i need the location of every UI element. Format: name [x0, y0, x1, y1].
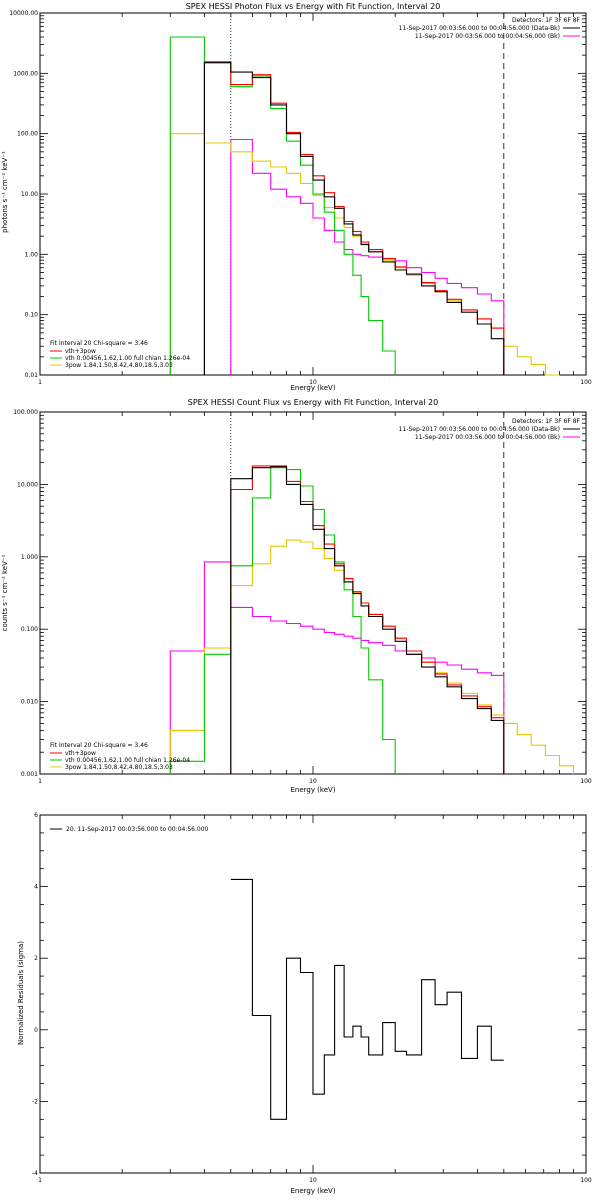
photon-ytick-label: 10000.00 — [9, 10, 38, 17]
residuals-xtick-label: 10 — [309, 1177, 317, 1184]
count-ytick-label: 1.000 — [21, 554, 38, 561]
photon-ytick-label: 0.10 — [25, 312, 39, 319]
count-legend-nonthermal-label: 3pow 1.84,1.50,8.42,4.80,18.5,3.03 — [65, 764, 173, 771]
photon-step-series — [169, 36, 396, 375]
count-legend-fit-header: Fit Interval 20 Chi-square = 3.46 — [50, 742, 148, 749]
residuals-ytick-label: 6 — [34, 812, 38, 819]
count-ytick-label: 0.100 — [21, 626, 38, 633]
photon-ytick-label: 0.01 — [25, 372, 39, 379]
photon-ytick-label: 1000.00 — [13, 70, 38, 77]
count-legend-model-label: vth+3pow — [65, 750, 96, 757]
residuals-panel-ylabel: Normalized Residuals (sigma) — [17, 941, 25, 1045]
photon-plot-area: 1 10 100 0.01 0.10 1.00 10.00 100.00 1000.00 1000… — [9, 10, 592, 386]
residuals-panel-xlabel: Energy (keV) — [290, 1187, 335, 1195]
residuals-legend-label: 20. 11-Sep-2017 00:03:56.000 to 00:04:56… — [66, 826, 209, 833]
photon-xtick-label: 10 — [309, 379, 317, 386]
count-flux-panel: SPEX HESSI Count Flux vs Energy with Fit… — [1, 398, 592, 794]
residuals-panel: Energy (keV) Normalized Residuals (sigma… — [17, 812, 592, 1195]
count-step-series — [230, 466, 505, 774]
count-step-series — [169, 561, 505, 774]
count-panel-title: SPEX HESSI Count Flux vs Energy with Fit… — [188, 398, 439, 407]
count-xtick-label: 1 — [38, 778, 42, 785]
count-ytick-label: 0.010 — [21, 699, 38, 706]
residuals-xtick-label: 1 — [38, 1177, 42, 1184]
count-xtick-label: 10 — [309, 778, 317, 785]
photon-panel-ylabel: photons s⁻¹ cm⁻² keV⁻¹ — [1, 151, 9, 233]
photon-legend-detectors: Detectors: 1F 3F 6F 8F — [512, 17, 581, 24]
count-panel-ylabel: counts s⁻¹ cm⁻² keV⁻¹ — [1, 554, 9, 631]
residuals-ytick-label: 2 — [34, 955, 38, 962]
photon-panel-title: SPEX HESSI Photon Flux vs Energy with Fi… — [186, 2, 441, 11]
count-step-series — [230, 465, 505, 774]
residuals-ytick-label: 4 — [34, 884, 38, 891]
count-xtick-label: 100 — [580, 778, 592, 785]
count-ytick-label: 0.001 — [21, 771, 38, 778]
photon-ytick-label: 10.00 — [21, 191, 38, 198]
count-legend-bk-label: 11-Sep-2017 00:03:56.000 to 00:04:56.000… — [415, 434, 560, 441]
count-ytick-label: 10.000 — [17, 481, 38, 488]
count-legend-thermal-label: vth 0.00456,1.62,1.00 full chian 1.26e-0… — [65, 757, 190, 764]
residuals-step-series — [230, 878, 504, 1120]
photon-step-series — [203, 62, 505, 375]
photon-legend-bk-label: 11-Sep-2017 00:03:56.000 to 00:04:56.000… — [415, 33, 560, 40]
count-ytick-label: 100.000 — [13, 409, 38, 416]
photon-legend-model-label: vth+3pow — [65, 348, 96, 355]
photon-legend-nonthermal-label: 3pow 1.84,1.50,8.42,4.80,18.5,3.03 — [65, 362, 173, 369]
count-panel-xlabel: Energy (keV) — [290, 786, 335, 794]
residuals-plot-area: 1 10 100 -4 -2 0 2 4 6 — [32, 812, 592, 1184]
photon-panel-xlabel: Energy (keV) — [290, 384, 335, 392]
residuals-ytick-label: -4 — [32, 1170, 38, 1177]
count-legend-data-label: 11-Sep-2017 00:03:56.000 to 00:04:56.000… — [399, 426, 560, 433]
photon-xtick-label: 1 — [38, 379, 42, 386]
photon-ytick-label: 1.00 — [25, 251, 39, 258]
count-legend-detectors: Detectors: 1F 3F 6F 8F — [512, 418, 581, 425]
photon-legend-fit-header: Fit Interval 20 Chi-square = 3.46 — [50, 340, 148, 347]
photon-ytick-label: 100.00 — [17, 131, 38, 138]
photon-flux-panel: SPEX HESSI Photon Flux vs Energy with Fi… — [1, 2, 592, 392]
photon-step-series — [230, 138, 505, 375]
residuals-ytick-label: 0 — [34, 1027, 38, 1034]
photon-xtick-label: 100 — [580, 379, 592, 386]
photon-legend-data-label: 11-Sep-2017 00:03:56.000 to 00:04:56.000… — [399, 25, 560, 32]
count-plot-area: 1 10 100 0.001 0.010 0.100 1.000 10.000 100.000 — [13, 409, 592, 785]
residuals-ytick-label: -2 — [32, 1098, 38, 1105]
photon-legend-thermal-label: vth 0.00456,1.62,1.00 full chian 1.26e-0… — [65, 355, 190, 362]
residuals-xtick-label: 100 — [580, 1177, 592, 1184]
count-step-series — [169, 467, 396, 774]
